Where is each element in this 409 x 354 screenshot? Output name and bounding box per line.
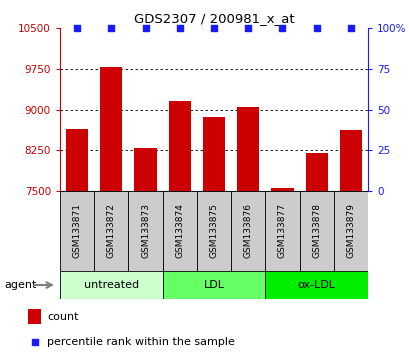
Point bbox=[244, 25, 251, 31]
Bar bbox=[271, 188, 293, 191]
Text: GSM133874: GSM133874 bbox=[175, 204, 184, 258]
Bar bbox=[339, 130, 361, 191]
Bar bbox=[265, 271, 367, 299]
Point bbox=[108, 25, 115, 31]
Text: GSM133875: GSM133875 bbox=[209, 204, 218, 258]
Bar bbox=[202, 116, 225, 191]
Point bbox=[74, 25, 80, 31]
Bar bbox=[162, 271, 265, 299]
Text: LDL: LDL bbox=[203, 280, 224, 290]
Point bbox=[176, 25, 182, 31]
Bar bbox=[28, 309, 41, 324]
Bar bbox=[236, 107, 259, 191]
Point bbox=[312, 25, 319, 31]
Bar bbox=[66, 129, 88, 191]
Bar bbox=[196, 191, 231, 271]
Bar bbox=[100, 67, 122, 191]
Bar bbox=[333, 191, 367, 271]
Text: untreated: untreated bbox=[83, 280, 139, 290]
Text: percentile rank within the sample: percentile rank within the sample bbox=[47, 337, 234, 347]
Bar bbox=[60, 271, 162, 299]
Point bbox=[210, 25, 217, 31]
Bar bbox=[168, 101, 191, 191]
Text: GSM133878: GSM133878 bbox=[311, 204, 320, 258]
Text: GSM133872: GSM133872 bbox=[107, 204, 116, 258]
Text: agent: agent bbox=[5, 280, 37, 290]
Bar bbox=[265, 191, 299, 271]
Text: GSM133871: GSM133871 bbox=[72, 204, 81, 258]
Bar bbox=[134, 148, 156, 191]
Point bbox=[347, 25, 353, 31]
Point bbox=[279, 25, 285, 31]
Bar bbox=[231, 191, 265, 271]
Point bbox=[142, 25, 148, 31]
Text: GSM133873: GSM133873 bbox=[141, 204, 150, 258]
Text: ox-LDL: ox-LDL bbox=[297, 280, 335, 290]
Text: GSM133877: GSM133877 bbox=[277, 204, 286, 258]
Bar bbox=[305, 153, 327, 191]
Text: GSM133876: GSM133876 bbox=[243, 204, 252, 258]
Bar bbox=[60, 191, 94, 271]
Text: count: count bbox=[47, 312, 78, 321]
Title: GDS2307 / 200981_x_at: GDS2307 / 200981_x_at bbox=[133, 12, 294, 25]
Bar bbox=[128, 191, 162, 271]
Bar bbox=[94, 191, 128, 271]
Text: GSM133879: GSM133879 bbox=[346, 204, 355, 258]
Point bbox=[31, 339, 38, 345]
Bar bbox=[162, 191, 196, 271]
Bar bbox=[299, 191, 333, 271]
